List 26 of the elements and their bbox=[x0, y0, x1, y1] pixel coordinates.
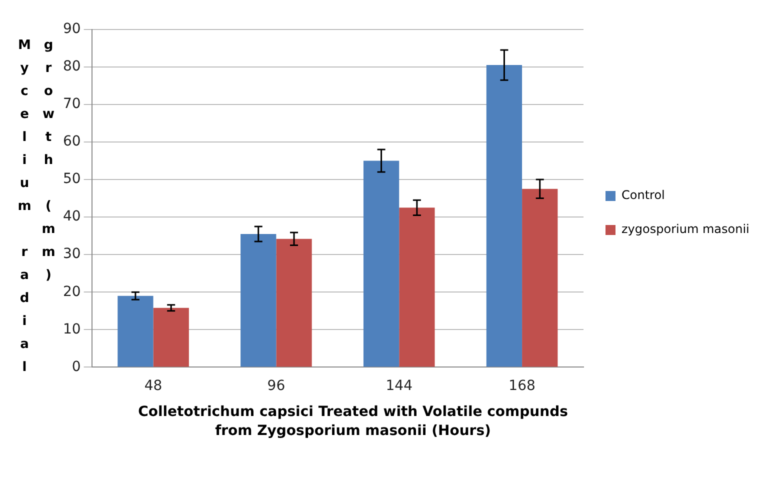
y-tick-label: 30 bbox=[62, 246, 81, 262]
x-tick-label: 96 bbox=[267, 378, 286, 394]
bar bbox=[486, 65, 522, 367]
bar bbox=[399, 208, 435, 367]
bar bbox=[522, 188, 558, 367]
legend-label: Control bbox=[622, 188, 665, 202]
y-tick-label: 50 bbox=[62, 171, 81, 188]
bar bbox=[153, 308, 189, 367]
x-axis-title: Colletotrichum capsici Treated with Volatile compunds from Zygosporium masonii (Hours) bbox=[137, 403, 569, 441]
x-tick-label: 144 bbox=[386, 378, 413, 394]
bar bbox=[276, 238, 312, 367]
y-tick-label: 80 bbox=[62, 58, 81, 75]
y-tick-label: 20 bbox=[62, 284, 81, 300]
y-tick-label: 0 bbox=[72, 358, 81, 375]
x-tick-label: 48 bbox=[144, 378, 162, 394]
x-tick-label: 168 bbox=[508, 378, 536, 394]
y-tick-label: 70 bbox=[62, 96, 81, 112]
y-tick-label: 60 bbox=[62, 134, 81, 150]
legend-label: zygosporium masonii bbox=[622, 222, 750, 236]
y-tick-label: 10 bbox=[62, 321, 81, 338]
bar bbox=[240, 234, 276, 367]
bar bbox=[118, 296, 154, 367]
y-tick-label: 40 bbox=[62, 208, 81, 225]
y-axis-title: Mycelium radial growth (mm) bbox=[16, 38, 57, 385]
y-tick-label: 90 bbox=[62, 21, 81, 38]
bar bbox=[363, 160, 400, 367]
